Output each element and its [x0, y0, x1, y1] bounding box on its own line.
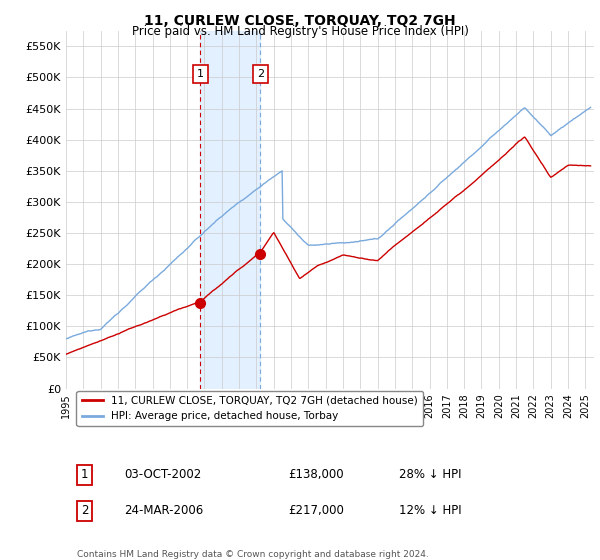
Text: £217,000: £217,000	[288, 504, 344, 517]
Text: Price paid vs. HM Land Registry's House Price Index (HPI): Price paid vs. HM Land Registry's House …	[131, 25, 469, 38]
Text: 28% ↓ HPI: 28% ↓ HPI	[398, 469, 461, 482]
Text: 24-MAR-2006: 24-MAR-2006	[124, 504, 203, 517]
Legend: 11, CURLEW CLOSE, TORQUAY, TQ2 7GH (detached house), HPI: Average price, detache: 11, CURLEW CLOSE, TORQUAY, TQ2 7GH (deta…	[76, 391, 423, 426]
Text: 1: 1	[81, 469, 88, 482]
Text: Contains HM Land Registry data © Crown copyright and database right 2024.
This d: Contains HM Land Registry data © Crown c…	[77, 549, 428, 560]
Text: 2: 2	[257, 69, 264, 80]
Text: 11, CURLEW CLOSE, TORQUAY, TQ2 7GH: 11, CURLEW CLOSE, TORQUAY, TQ2 7GH	[144, 14, 456, 28]
Bar	[200, 31, 260, 389]
Text: 03-OCT-2002: 03-OCT-2002	[124, 469, 202, 482]
Text: 1: 1	[197, 69, 203, 80]
Text: 2: 2	[81, 504, 88, 517]
Text: 12% ↓ HPI: 12% ↓ HPI	[398, 504, 461, 517]
Text: £138,000: £138,000	[288, 469, 343, 482]
